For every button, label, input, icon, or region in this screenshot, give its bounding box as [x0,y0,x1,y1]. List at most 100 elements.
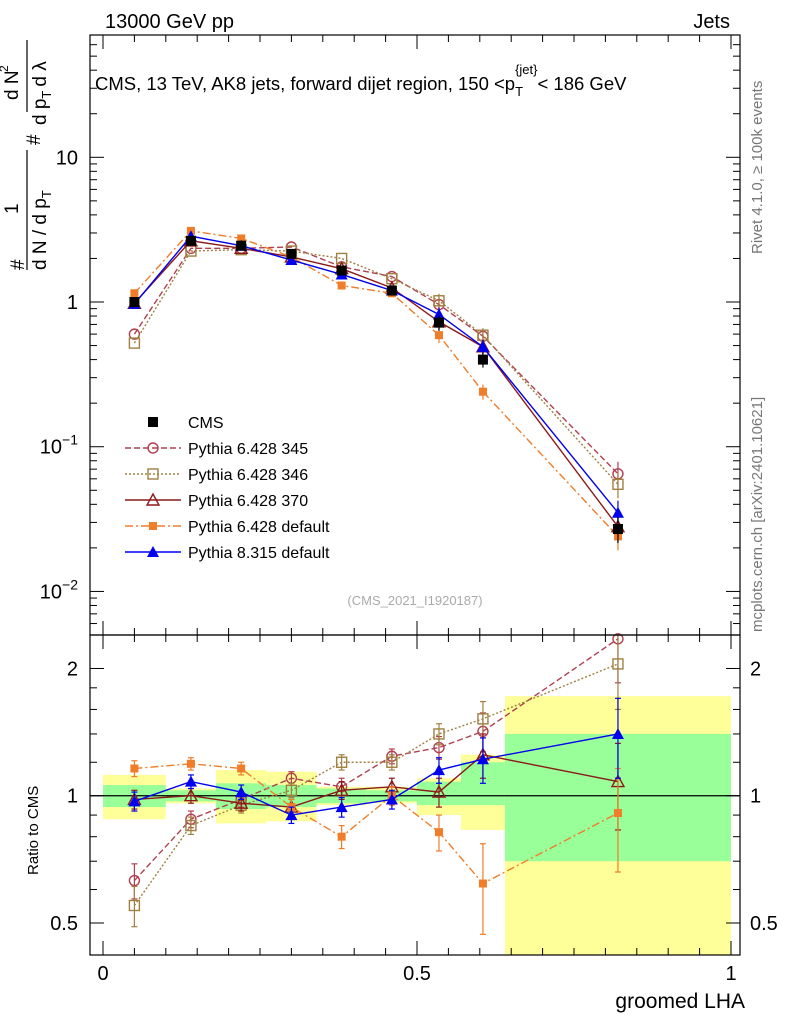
ylabel-denominator-sub: T [39,190,54,198]
top-y-tick-label: 10 [56,147,78,169]
main-title-sup: {jet} [515,62,538,77]
top-y-tick-base: 10 [56,147,78,169]
ratio-point-5 [476,753,489,765]
legend-label: Pythia 6.428 346 [188,467,308,484]
ratio-y-tick-label: 2 [67,658,78,680]
series-point-4 [434,331,443,340]
ratio-point-4 [337,832,346,841]
ratio-point-4 [478,879,487,888]
ratio-point-1 [128,874,141,887]
series-point-2 [386,272,398,285]
ratio-point-5 [128,795,141,807]
top-y-tick-base: 10 [40,437,62,459]
series-point-4 [237,234,246,243]
ratio-y-tick-label-right: 1 [750,786,761,808]
legend-marker [147,442,159,454]
series-point-0 [612,524,623,535]
ratio-point-4 [434,828,443,837]
ylabel-denominator: d N / d pT [30,190,54,270]
ratio-point-4 [237,764,246,773]
ylabel-hash-2: # [24,134,45,145]
top-y-tick-base: 1 [67,292,78,314]
ratio-point-2 [386,756,398,768]
ratio-point-2 [612,658,624,670]
series-point-4 [130,289,139,298]
legend-marker [148,417,158,427]
ratio-point-2 [477,713,489,725]
header-right: Jets [693,11,730,33]
ylabel-denominator-2-sub: T [39,91,54,99]
ratio-x-tick-label: 0.5 [403,963,431,985]
ylabel-numerator-2-sup: 2 [0,65,11,72]
legend: CMS Pythia 6.428 345 Pythia 6.428 346 Pythi… [125,415,330,562]
ratio-plot: 0.5 0.5 1 1 2 2 0 0.5 1 [50,633,778,985]
ratio-point-5 [611,727,624,739]
series-line-2 [133,248,619,485]
ylabel-one: 1 [2,203,23,214]
series-point-5 [611,506,624,518]
top-y-tick-exponent: −2 [62,576,78,592]
ratio-point-5 [385,793,398,805]
main-title: CMS, 13 TeV, AK8 jets, forward dijet reg… [95,62,627,99]
top-y-tick-label: 10−1 [40,432,78,459]
legend-marker [147,468,159,480]
header-left: 13000 GeV pp [105,11,234,33]
legend-label: Pythia 6.428 345 [188,441,308,458]
legend-marker [149,522,157,530]
ratio-point-3 [233,795,249,809]
top-y-tick-exponent: −1 [62,432,78,448]
top-ylabel: # 1 d N / d pT # d N 2 d pTd λ [0,40,54,270]
ylabel-numerator-2-text: d N [2,70,23,100]
main-title-post: < 186 GeV [537,73,627,94]
legend-label: Pythia 8.315 default [188,545,330,562]
series-point-5 [432,308,445,320]
series-point-5 [285,254,298,266]
top-y-tick-label: 10−2 [40,576,78,603]
mcplots-label: mcplots.cern.ch [arXiv:2401.10621] [749,397,766,632]
ylabel-numerator-2: d N [2,70,23,100]
series-point-4 [337,281,346,290]
ratio-point-2 [285,784,298,797]
legend-label: Pythia 6.428 default [188,519,330,536]
series-point-0 [185,235,196,246]
ratio-point-5 [335,801,348,813]
legend-label: Pythia 6.428 370 [188,493,308,510]
series-point-4 [478,387,487,396]
analysis-watermark: (CMS_2021_I1920187) [347,593,482,608]
series-point-2 [612,478,624,490]
ylabel-denominator-text: d N / d p [30,198,51,270]
ratio-point-5 [184,775,197,787]
ratio-x-tick-label: 1 [725,963,736,985]
series-point-5 [476,340,489,352]
ratio-point-4 [130,764,139,773]
legend-marker [147,546,159,557]
top-y-tick-base: 10 [40,581,62,603]
series-point-0 [336,265,347,276]
top-y-tick-label: 1 [67,292,78,314]
ratio-point-5 [432,764,445,776]
series-point-0 [236,240,247,251]
ratio-point-3 [183,788,199,802]
ratio-y-tick-label-right: 2 [750,658,761,680]
series-point-2 [128,337,141,349]
ratio-series-line-1 [133,638,619,882]
ratio-point-2 [335,756,348,768]
ratio-point-5 [285,809,298,821]
ratio-point-2 [433,728,445,740]
ylabel-denominator-2: d pTd λ [30,61,54,125]
x-axis-label: groomed LHA [615,990,745,1013]
series-point-1 [128,328,141,340]
ratio-y-tick-label: 0.5 [50,913,78,935]
ratio-point-2 [185,819,197,832]
ratio-y-tick-label-right: 0.5 [750,913,778,935]
ratio-point-4 [613,809,622,818]
ylabel-denominator-2-text: d p [30,99,51,125]
series-line-1 [133,246,619,475]
ratio-x-tick-label: 0 [97,963,108,985]
ratio-point-4 [186,759,195,768]
main-title-sub: T [515,84,523,99]
ratio-y-tick-label: 1 [67,786,78,808]
main-title-pre: CMS, 13 TeV, AK8 jets, forward dijet reg… [95,73,515,94]
